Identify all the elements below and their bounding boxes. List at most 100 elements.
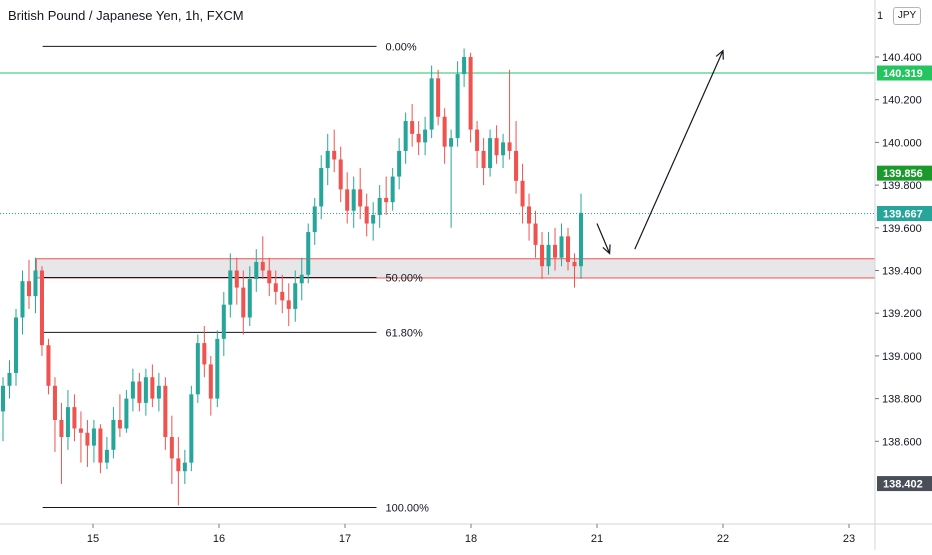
candle-body bbox=[319, 168, 324, 207]
time-tick-label: 23 bbox=[843, 533, 855, 545]
chart-title: British Pound / Japanese Yen, 1h, FXCM bbox=[8, 8, 244, 23]
candle-body bbox=[572, 261, 577, 267]
price-badge bbox=[877, 476, 932, 492]
candle-body bbox=[13, 317, 19, 373]
candle-body bbox=[221, 304, 226, 339]
candle-body bbox=[104, 449, 109, 463]
candle-body bbox=[507, 142, 512, 151]
price-badge bbox=[877, 205, 932, 221]
candle-body bbox=[429, 78, 434, 130]
candle-body bbox=[169, 437, 174, 459]
candle-body bbox=[26, 281, 31, 297]
candle-body bbox=[553, 244, 558, 258]
price-tick-label: 140.000 bbox=[882, 137, 922, 149]
candle-body bbox=[267, 270, 272, 284]
candle-body bbox=[150, 377, 155, 399]
candle-body bbox=[449, 138, 454, 147]
candle-body bbox=[176, 458, 181, 472]
forecast-arrow-line bbox=[634, 50, 724, 250]
candle-body bbox=[117, 419, 122, 429]
candle-body bbox=[254, 261, 259, 280]
candle-body bbox=[91, 428, 96, 446]
candle-body bbox=[384, 197, 389, 203]
candle-body bbox=[234, 270, 239, 288]
candle-body bbox=[286, 300, 291, 309]
price-tick-label: 139.800 bbox=[882, 180, 922, 192]
candle-body bbox=[241, 287, 246, 318]
price-tick-label: 139.600 bbox=[882, 223, 922, 235]
candle-body bbox=[345, 189, 350, 211]
candle-body bbox=[33, 270, 38, 297]
candle-body bbox=[52, 385, 57, 420]
candle-body bbox=[247, 279, 252, 318]
candle-body bbox=[436, 78, 441, 117]
candle-body bbox=[514, 150, 519, 181]
candle-body bbox=[182, 462, 187, 472]
candle-body bbox=[312, 206, 317, 233]
price-badge bbox=[877, 65, 932, 81]
candle-body bbox=[260, 261, 265, 271]
candle-body bbox=[156, 385, 161, 399]
candle-body bbox=[475, 129, 480, 151]
candle-body bbox=[332, 150, 337, 160]
candle-body bbox=[358, 189, 363, 207]
arrows-layer bbox=[596, 49, 724, 255]
candle-body bbox=[501, 142, 506, 156]
candle-body bbox=[565, 236, 571, 262]
forecast-arrow-head bbox=[715, 49, 724, 60]
candle-body bbox=[462, 57, 467, 75]
candle-body bbox=[130, 381, 135, 399]
candle-body bbox=[338, 159, 343, 190]
price-badge-label: 139.856 bbox=[883, 168, 923, 180]
candle-body bbox=[78, 428, 83, 433]
candle-body bbox=[299, 274, 304, 284]
candle-body bbox=[98, 428, 103, 463]
candle-body bbox=[85, 432, 90, 446]
horizontal-lines-layer bbox=[0, 72, 875, 214]
fib-level-label: 61.80% bbox=[386, 327, 424, 339]
candle-body bbox=[455, 74, 460, 139]
price-tick-label: 139.200 bbox=[882, 308, 922, 320]
candle-body bbox=[143, 377, 148, 403]
forecast-arrow-head bbox=[602, 244, 611, 255]
candle-body bbox=[371, 214, 376, 224]
candle-body bbox=[208, 364, 213, 399]
fib-level-label: 0.00% bbox=[386, 41, 417, 53]
candle-body bbox=[377, 197, 382, 215]
candle-body bbox=[578, 212, 584, 267]
price-tick-label: 138.800 bbox=[882, 394, 922, 406]
candle-body bbox=[20, 281, 25, 318]
candle-body bbox=[189, 394, 194, 463]
price-badge-label: 140.319 bbox=[883, 68, 923, 80]
zone-layer bbox=[35, 258, 876, 279]
price-badge-label: 138.402 bbox=[883, 479, 923, 491]
candle-body bbox=[273, 283, 278, 292]
price-badge-label: 139.667 bbox=[883, 208, 923, 220]
candle-body bbox=[195, 343, 200, 395]
time-tick-label: 17 bbox=[339, 533, 351, 545]
candle-body bbox=[410, 121, 415, 134]
candle-body bbox=[306, 232, 311, 275]
candle-body bbox=[481, 150, 486, 169]
candle-body bbox=[520, 180, 525, 207]
candle-body bbox=[364, 206, 369, 224]
candle-body bbox=[46, 345, 51, 386]
candle-body bbox=[39, 270, 44, 346]
candle-body bbox=[72, 407, 77, 429]
time-tick-label: 21 bbox=[591, 533, 603, 545]
support-zone bbox=[35, 258, 876, 279]
candle-body bbox=[215, 338, 220, 399]
candle-body bbox=[65, 407, 70, 438]
fib-level-label: 50.00% bbox=[386, 273, 424, 285]
candle-body bbox=[0, 385, 6, 412]
candle-body bbox=[325, 150, 330, 169]
candle-body bbox=[228, 270, 233, 305]
candle-body bbox=[494, 138, 499, 156]
currency-button[interactable]: JPY bbox=[893, 7, 921, 25]
price-tick-label: 138.600 bbox=[882, 436, 922, 448]
price-tick-label: 139.000 bbox=[882, 351, 922, 363]
candle-body bbox=[351, 189, 356, 211]
